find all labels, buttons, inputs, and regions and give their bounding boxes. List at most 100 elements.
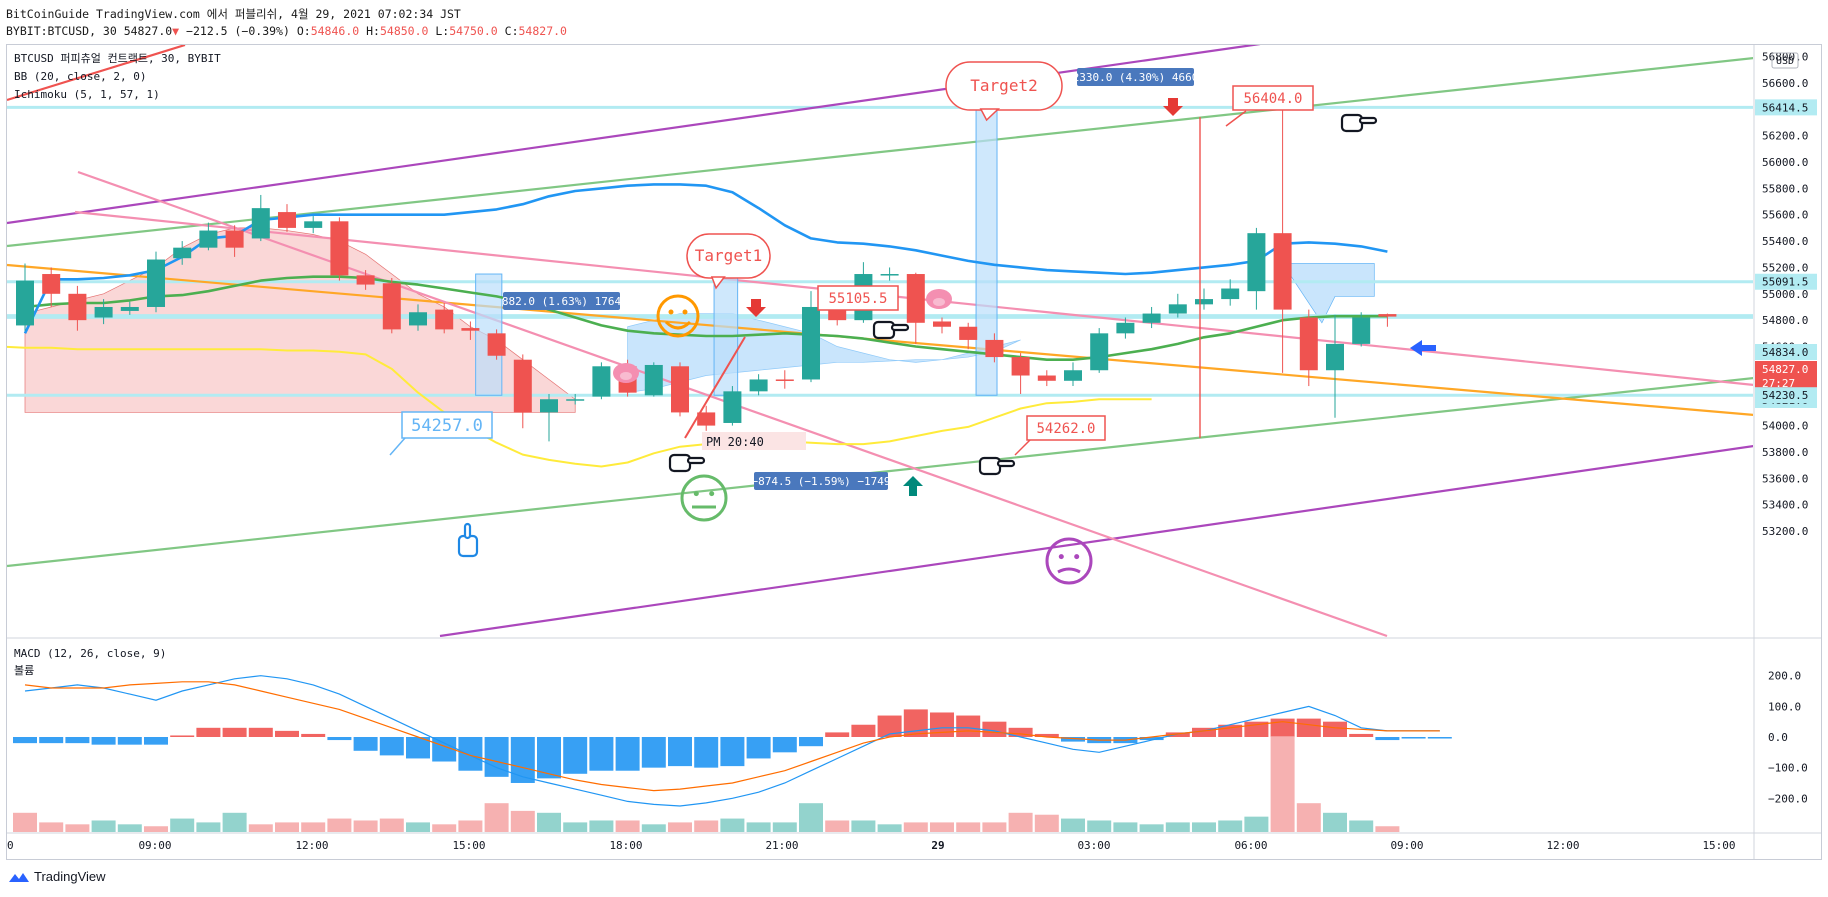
macd-histogram-bar[interactable] — [1323, 721, 1347, 737]
macd-histogram-bar[interactable] — [39, 737, 64, 744]
candle-body[interactable] — [1168, 304, 1187, 314]
candle-body[interactable] — [1011, 357, 1030, 376]
candle-body[interactable] — [1326, 343, 1344, 371]
macd-histogram-bar[interactable] — [1375, 737, 1400, 741]
candle-body[interactable] — [120, 306, 139, 311]
volume-bar[interactable] — [91, 820, 116, 832]
macd-histogram-bar[interactable] — [379, 737, 404, 756]
macd-histogram-bar[interactable] — [1401, 737, 1426, 739]
macd-histogram-bar[interactable] — [877, 715, 902, 737]
candle-body[interactable] — [1247, 233, 1266, 292]
volume-bar[interactable] — [510, 810, 535, 832]
volume-bar[interactable] — [589, 820, 614, 832]
macd-histogram-bar[interactable] — [13, 737, 37, 744]
volume-bar[interactable] — [1296, 803, 1321, 832]
volume-bar[interactable] — [117, 824, 142, 832]
macd-histogram-bar[interactable] — [65, 737, 90, 744]
volume-bar[interactable] — [1218, 820, 1243, 832]
macd-histogram-bar[interactable] — [589, 737, 614, 771]
volume-bar[interactable] — [144, 826, 168, 832]
candle-body[interactable] — [880, 274, 899, 276]
candle-body[interactable] — [749, 379, 768, 392]
volume-bar[interactable] — [903, 822, 928, 832]
candle-body[interactable] — [1352, 317, 1371, 344]
macd-histogram-bar[interactable] — [1061, 737, 1085, 742]
volume-bar[interactable] — [1165, 822, 1190, 832]
candle-body[interactable] — [697, 412, 716, 426]
volume-bar[interactable] — [982, 822, 1007, 832]
volume-bar[interactable] — [406, 822, 430, 832]
macd-histogram-bar[interactable] — [301, 733, 326, 737]
candle-body[interactable] — [382, 283, 401, 330]
macd-histogram-bar[interactable] — [694, 737, 719, 768]
candle-body[interactable] — [356, 275, 375, 285]
volume-bar[interactable] — [170, 818, 195, 832]
candle-body[interactable] — [1037, 375, 1056, 381]
candle-body[interactable] — [278, 212, 296, 228]
candle-body[interactable] — [671, 366, 689, 413]
macd-histogram-bar[interactable] — [327, 737, 352, 741]
macd-histogram-bar[interactable] — [144, 737, 168, 745]
macd-histogram-bar[interactable] — [353, 737, 378, 751]
candle-body[interactable] — [173, 247, 192, 259]
volume-bar[interactable] — [772, 822, 797, 832]
macd-histogram-bar[interactable] — [406, 737, 430, 759]
volume-bar[interactable] — [1113, 822, 1138, 832]
volume-bar[interactable] — [615, 820, 640, 832]
macd-histogram-bar[interactable] — [825, 732, 850, 737]
volume-bar[interactable] — [353, 820, 378, 832]
candle-body[interactable] — [1090, 333, 1109, 371]
macd-histogram-bar[interactable] — [799, 737, 823, 747]
macd-histogram-bar[interactable] — [1218, 724, 1243, 737]
candle-body[interactable] — [94, 306, 113, 318]
macd-histogram-bar[interactable] — [91, 737, 116, 745]
volume-bar[interactable] — [1323, 812, 1347, 832]
volume-bar[interactable] — [458, 820, 483, 832]
macd-histogram-bar[interactable] — [615, 737, 640, 771]
volume-bar[interactable] — [563, 822, 588, 832]
volume-bar[interactable] — [851, 820, 876, 832]
macd-histogram-bar[interactable] — [563, 737, 588, 774]
candle-body[interactable] — [644, 364, 663, 396]
volume-bar[interactable] — [1192, 822, 1216, 832]
volume-bar[interactable] — [1061, 818, 1085, 832]
volume-bar[interactable] — [877, 824, 902, 832]
volume-bar[interactable] — [641, 824, 666, 832]
volume-bar[interactable] — [1375, 826, 1400, 832]
volume-bar[interactable] — [39, 822, 64, 832]
macd-histogram-bar[interactable] — [851, 724, 876, 737]
volume-bar[interactable] — [668, 822, 692, 832]
volume-bar[interactable] — [275, 822, 299, 832]
volume-bar[interactable] — [327, 818, 352, 832]
volume-bar[interactable] — [694, 820, 719, 832]
macd-histogram-bar[interactable] — [1270, 718, 1295, 737]
candle-body[interactable] — [513, 359, 532, 413]
macd-histogram-bar[interactable] — [720, 737, 745, 767]
candle-body[interactable] — [723, 391, 742, 423]
volume-bar[interactable] — [956, 822, 981, 832]
volume-bar[interactable] — [222, 812, 247, 832]
volume-bar[interactable] — [1244, 816, 1269, 832]
macd-histogram-bar[interactable] — [746, 737, 771, 759]
candle-body[interactable] — [985, 339, 1004, 358]
candle-body[interactable] — [566, 399, 585, 401]
candle-body[interactable] — [802, 306, 820, 380]
candle-body[interactable] — [1064, 370, 1082, 381]
macd-histogram-bar[interactable] — [1427, 737, 1452, 739]
volume-bar[interactable] — [13, 812, 37, 832]
volume-bar[interactable] — [799, 803, 823, 832]
volume-bar[interactable] — [301, 822, 326, 832]
candle-body[interactable] — [435, 309, 454, 330]
volume-bar[interactable] — [432, 824, 457, 832]
candle-body[interactable] — [906, 274, 925, 323]
macd-histogram-bar[interactable] — [196, 727, 221, 737]
macd-histogram-bar[interactable] — [170, 735, 195, 737]
volume-bar[interactable] — [1008, 812, 1033, 832]
macd-histogram-bar[interactable] — [1008, 727, 1033, 737]
volume-bar[interactable] — [484, 803, 509, 832]
candle-body[interactable] — [147, 259, 165, 307]
candle-body[interactable] — [1221, 288, 1240, 300]
volume-bar[interactable] — [1034, 814, 1059, 832]
macd-histogram-bar[interactable] — [1349, 733, 1374, 737]
candle-body[interactable] — [461, 328, 480, 331]
